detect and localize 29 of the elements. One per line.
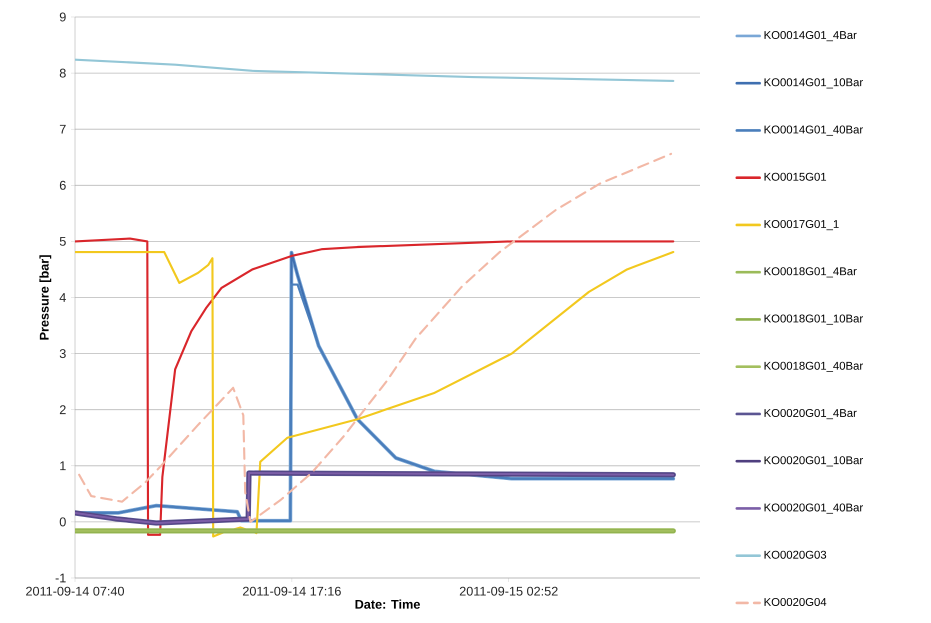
y-axis-title: Pressure [bar] bbox=[39, 255, 52, 340]
legend-label: KO0014G01_4Bar bbox=[764, 31, 857, 42]
x-tick-label: 2011-09-14 07:40 bbox=[26, 586, 124, 596]
y-tick-label: 8 bbox=[60, 68, 66, 78]
y-tick-label: 7 bbox=[60, 124, 66, 134]
y-tick-label: -1 bbox=[56, 574, 66, 582]
legend-label: KO0018G01_4Bar bbox=[764, 267, 857, 278]
y-tick-label: 4 bbox=[60, 293, 66, 302]
y-tick-label: 3 bbox=[60, 349, 66, 358]
legend-label: KO0017G01_1 bbox=[764, 220, 839, 230]
legend-label: KO0014G01_10Bar bbox=[764, 78, 863, 88]
legend-label: KO0018G01_10Bar bbox=[764, 314, 863, 325]
legend-label: KO0020G04 bbox=[764, 598, 826, 606]
x-axis-title: Date: Time bbox=[356, 599, 420, 609]
legend-label: KO0020G03 bbox=[764, 550, 826, 559]
x-tick-label: 2011-09-14 17:16 bbox=[242, 586, 341, 596]
y-tick-label: 2 bbox=[60, 405, 66, 414]
legend-label: KO0015G01 bbox=[764, 172, 826, 181]
y-tick-label: 1 bbox=[60, 461, 66, 470]
legend-label: KO0020G01_40Bar bbox=[764, 503, 863, 514]
y-tick-label: 0 bbox=[60, 517, 66, 526]
legend-label: KO0020G01_10Bar bbox=[764, 456, 863, 466]
legend-label: KO0020G01_4Bar bbox=[764, 408, 857, 420]
y-tick-label: 5 bbox=[60, 236, 66, 246]
x-tick-label: 2011-09-15 02:52 bbox=[460, 586, 558, 596]
legend-label: KO0014G01_40Bar bbox=[764, 126, 863, 136]
legend-label: KO0018G01_40Bar bbox=[764, 362, 863, 372]
y-tick-label: 9 bbox=[60, 12, 66, 22]
y-tick-label: 6 bbox=[60, 180, 66, 190]
